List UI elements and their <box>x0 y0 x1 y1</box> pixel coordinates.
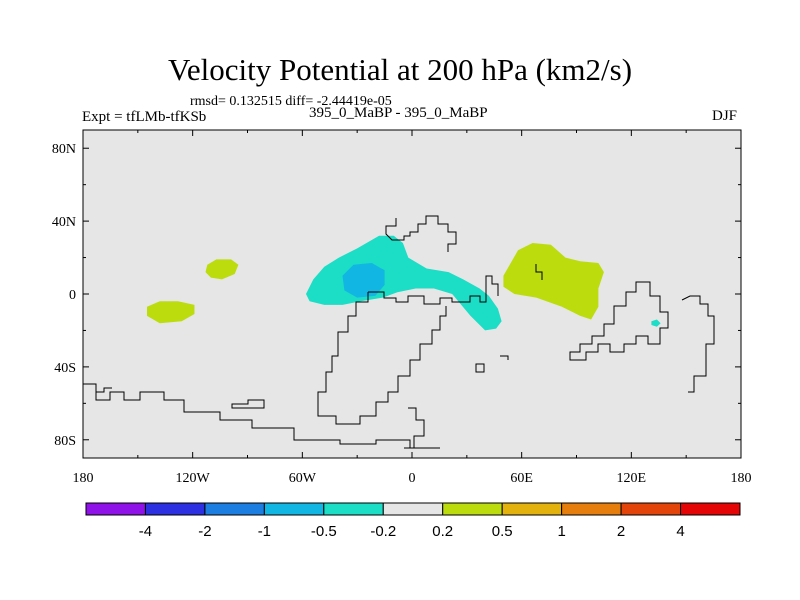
region-asia-positive <box>503 243 604 320</box>
x-tick-label: 180 <box>731 471 752 486</box>
colorbar-label: 2 <box>617 523 625 540</box>
coastline-antarctica <box>83 383 440 449</box>
colorbar-label: 0.5 <box>492 523 513 540</box>
experiment-label: Expt = tfLMb-tfKSb <box>82 109 207 125</box>
coastline-africa <box>317 275 499 425</box>
colorbar-swatch <box>204 502 265 516</box>
x-tick-label: 180 <box>73 471 94 486</box>
coastline-madagascar <box>404 407 425 449</box>
coastlines <box>83 215 715 449</box>
colorbar-label: -0.2 <box>370 523 396 540</box>
region-africa-negative <box>306 235 502 331</box>
colorbar-label: 4 <box>676 523 684 540</box>
season-label: DJF <box>712 108 738 124</box>
colorbar: -4 -2 -1 -0.5 -0.2 0.2 0.5 1 2 4 <box>85 502 741 540</box>
region-africa-negative-core <box>342 263 385 298</box>
colorbar-label: 0.2 <box>432 523 453 540</box>
colorbar-swatch <box>144 502 206 516</box>
region-north-pacific-positive <box>205 259 239 280</box>
region-east-pacific-positive <box>147 301 195 324</box>
colorbar-swatch <box>501 502 563 516</box>
coastline-small-island-4 <box>500 355 509 360</box>
colorbar-swatch <box>323 502 384 516</box>
coastline-small-island-3 <box>475 363 485 373</box>
colorbar-swatch <box>620 502 682 516</box>
y-tick-label: 0 <box>69 288 76 303</box>
x-tick-label: 60W <box>289 471 317 486</box>
colorbar-label: -4 <box>139 523 152 540</box>
colorbar-swatch <box>442 502 503 516</box>
coastline-australia <box>569 281 669 361</box>
y-tick-label: 40S <box>54 361 76 376</box>
rmsd-diff-stats: rmsd= 0.132515 diff= -2.44419e-05 <box>190 94 392 109</box>
colorbar-swatch <box>561 502 622 516</box>
coastline-south-america <box>385 215 457 252</box>
colorbar-swatch <box>382 502 444 516</box>
coastline-indonesia <box>535 264 543 280</box>
coastline-pacific-islands <box>681 295 715 393</box>
x-tick-label: 60E <box>510 471 533 486</box>
case-label: 395_0_MaBP - 395_0_MaBP <box>309 105 488 121</box>
colorbar-label: -1 <box>258 523 271 540</box>
y-tick-label: 80N <box>52 142 76 157</box>
colorbar-swatch <box>263 502 325 516</box>
colorbar-swatch <box>680 502 741 516</box>
y-axis: 80N 40N 0 40S 80S <box>52 142 741 449</box>
region-west-pacific-negative <box>651 319 661 327</box>
colorbar-label: -2 <box>198 523 211 540</box>
colorbar-label: -0.5 <box>311 523 337 540</box>
y-tick-label: 80S <box>54 434 76 449</box>
anomaly-regions <box>147 235 661 331</box>
x-tick-label: 120W <box>176 471 211 486</box>
chart-title: Velocity Potential at 200 hPa (km2/s) <box>167 52 633 87</box>
plot-background <box>83 130 741 458</box>
coastline-small-island-1 <box>231 399 265 409</box>
x-tick-label: 120E <box>617 471 647 486</box>
colorbar-swatch <box>85 502 146 516</box>
colorbar-label: 1 <box>557 523 565 540</box>
x-tick-label: 0 <box>409 471 416 486</box>
coastline-small-island-2 <box>96 387 112 393</box>
y-tick-label: 40N <box>52 215 76 230</box>
x-axis: 180 120W 60W 0 60E 120E 180 <box>73 130 752 486</box>
